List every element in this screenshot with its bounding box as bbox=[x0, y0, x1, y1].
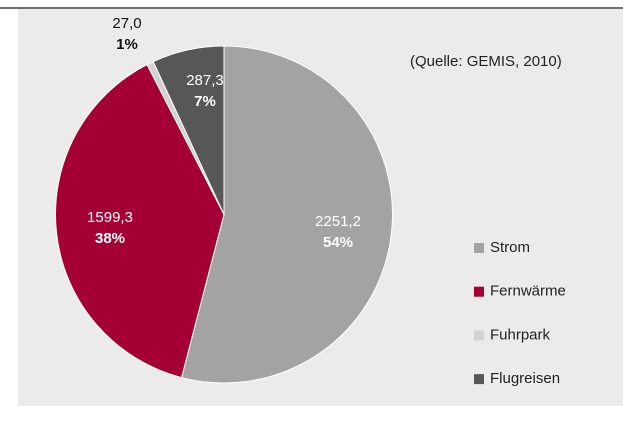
source: (Quelle: GEMIS, 2010) bbox=[410, 53, 562, 70]
value-label: 27,0 bbox=[112, 15, 141, 32]
percent-label: 7% bbox=[194, 93, 216, 110]
pie-slice bbox=[55, 63, 225, 379]
value-label: 287,3 bbox=[186, 72, 224, 89]
percent-label: 38% bbox=[95, 230, 125, 247]
legend-label: Flugreisen bbox=[490, 370, 560, 387]
percent-label: 1% bbox=[116, 36, 138, 53]
percent-label: 54% bbox=[323, 234, 353, 251]
legend-swatch bbox=[474, 243, 484, 253]
legend-label: Fernwärme bbox=[490, 283, 566, 300]
legend-swatch bbox=[474, 374, 484, 385]
value-label: 2251,2 bbox=[315, 213, 361, 230]
legend-label: Fuhrpark bbox=[490, 326, 551, 343]
top-rule bbox=[0, 7, 623, 9]
legend-swatch bbox=[474, 330, 484, 341]
value-label: 1599,3 bbox=[87, 209, 133, 226]
pie-slice bbox=[152, 45, 225, 215]
legend-swatch bbox=[474, 286, 484, 297]
legend-label: Strom bbox=[490, 239, 530, 256]
pie-slice bbox=[180, 45, 393, 384]
